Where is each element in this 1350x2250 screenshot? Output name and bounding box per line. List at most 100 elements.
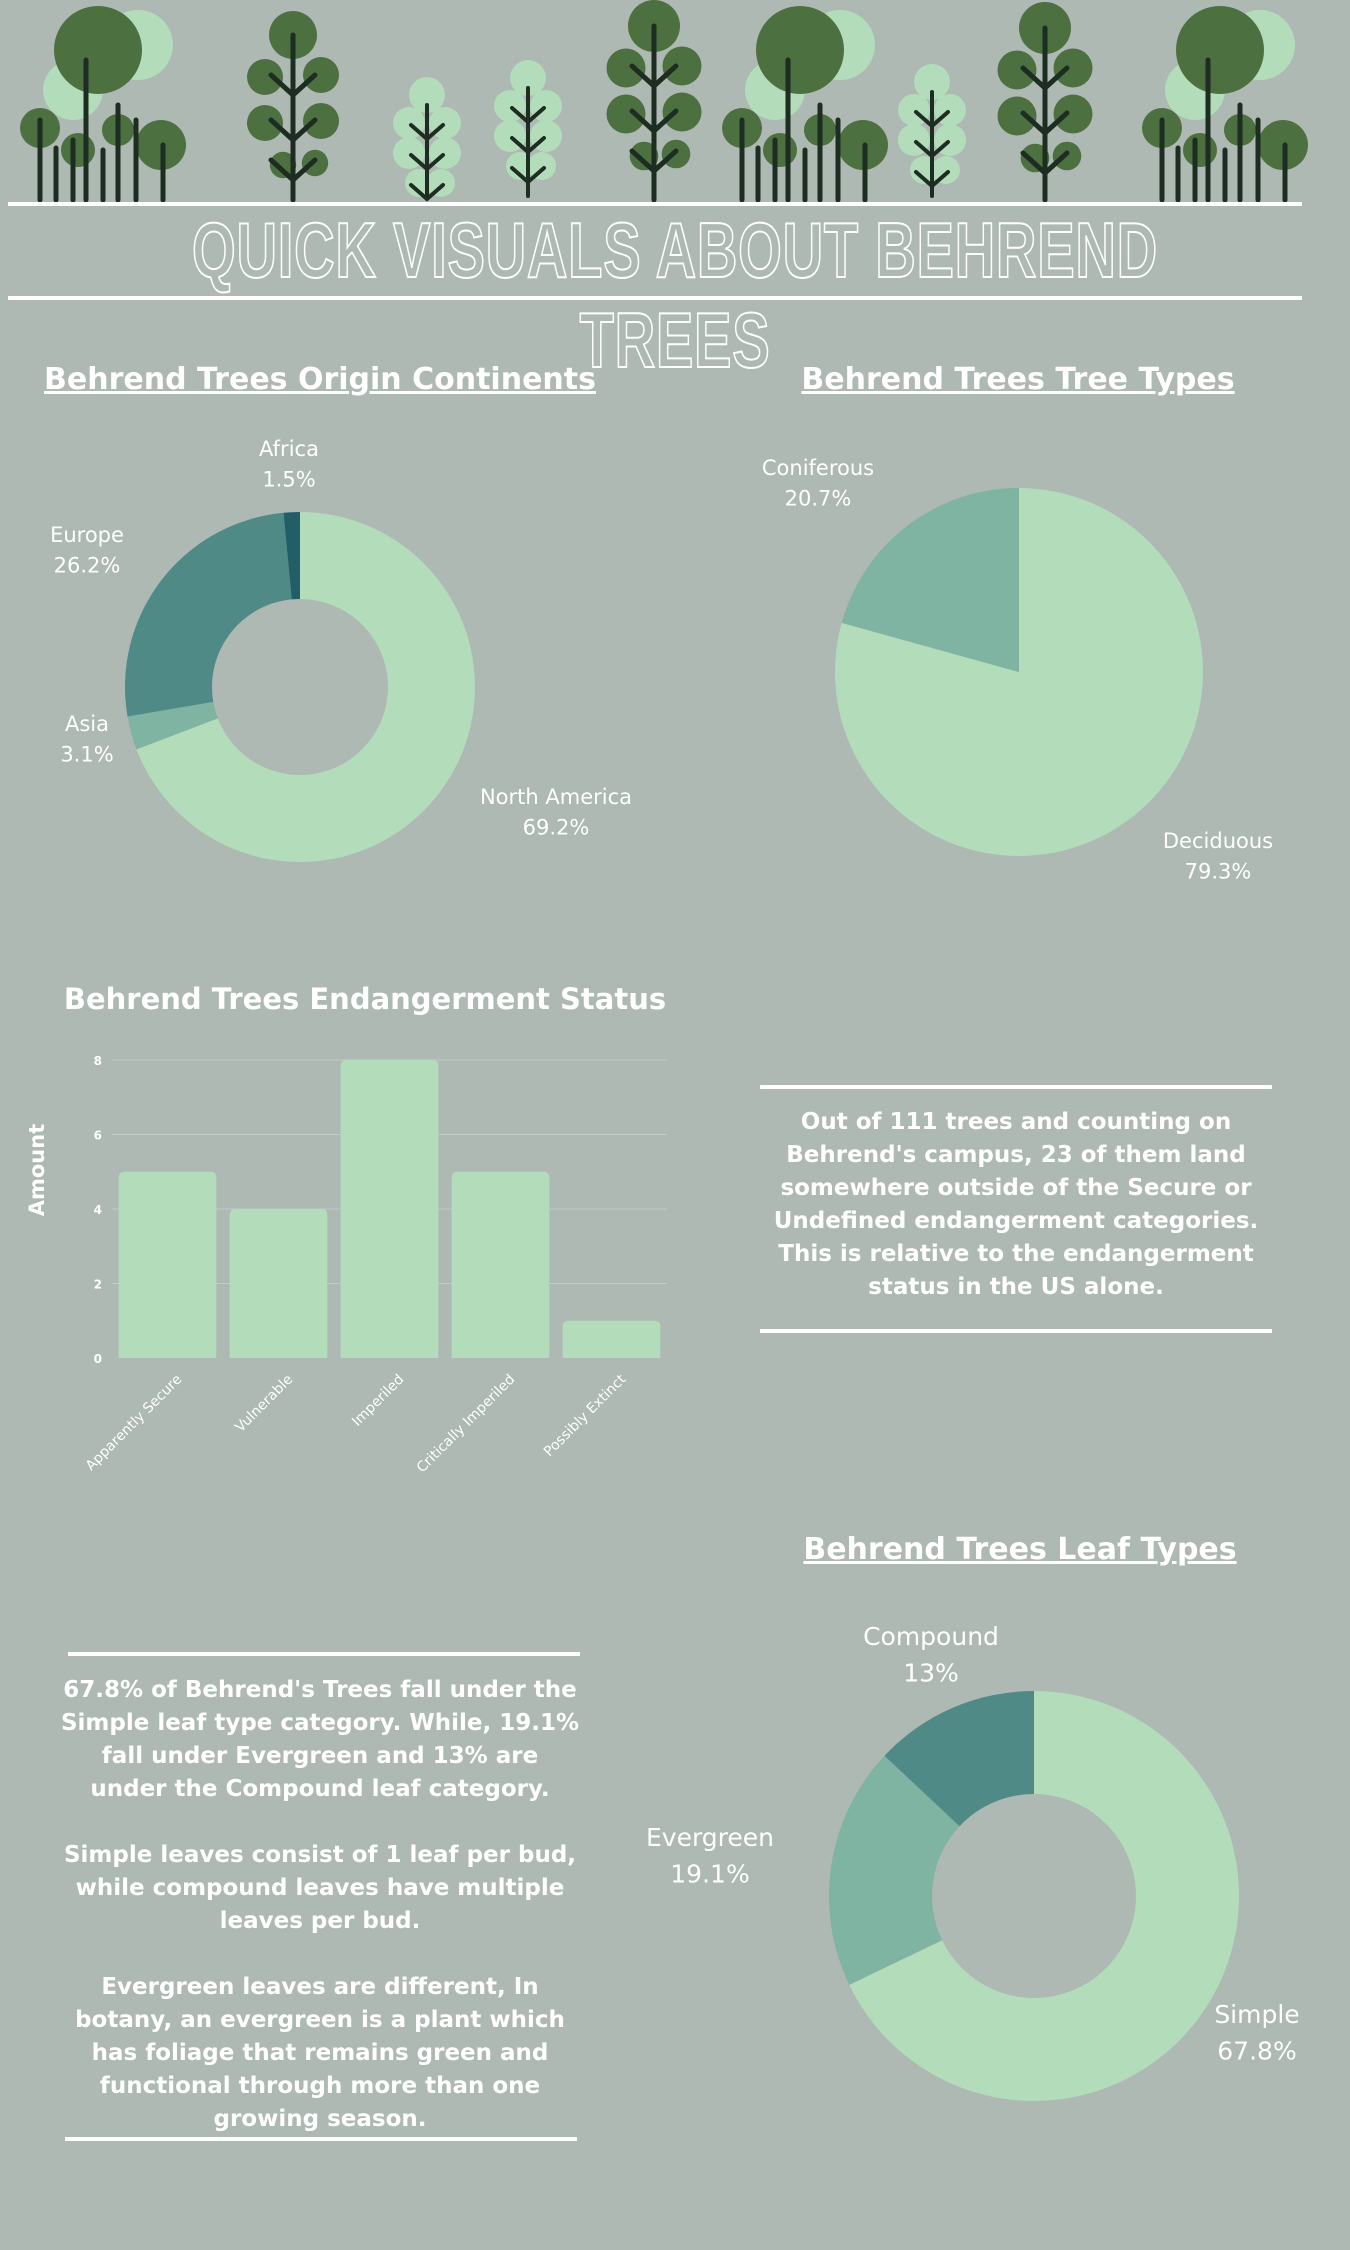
- tree-canopy: [662, 92, 702, 132]
- tree-trunk: [651, 108, 679, 134]
- leaf-note-1: 67.8% of Behrend's Trees fall under the …: [60, 1677, 580, 1802]
- x-tick-label-apparently-secure: Apparently Secure: [83, 1372, 186, 1475]
- tree-trunk: [914, 110, 934, 128]
- tree-canopy: [629, 141, 659, 171]
- tree-canopy: [510, 60, 546, 96]
- x-tick-label-critically-imperiled: Critically Imperiled: [414, 1372, 519, 1477]
- slice-value-asia: 3.1%: [60, 742, 113, 766]
- pie-slice-simple: [849, 1691, 1239, 2101]
- note-top-rule: [760, 1085, 1272, 1089]
- tree-trunk: [1042, 150, 1070, 176]
- tree-trunk: [526, 136, 546, 154]
- pie-slice-africa: [283, 512, 300, 600]
- y-axis-label: Amount: [25, 1124, 49, 1217]
- tree-trunk: [290, 157, 318, 183]
- tree-canopy: [763, 133, 797, 167]
- y-tick-label: 6: [94, 1129, 102, 1143]
- tree-trunk: [290, 72, 318, 98]
- tree-trunk: [425, 123, 445, 141]
- pie-slice-europe: [124, 512, 292, 717]
- tree-canopy: [1053, 48, 1093, 88]
- tree-canopy: [1183, 133, 1217, 167]
- tree-trunk: [651, 148, 679, 174]
- tree-canopy: [409, 77, 445, 113]
- slice-label-evergreen: Evergreen: [646, 1823, 774, 1852]
- tree-canopy: [932, 156, 960, 184]
- slice-label-deciduous: Deciduous: [1163, 829, 1273, 853]
- bar-critically-imperiled: [451, 1171, 550, 1358]
- slice-value-europe: 26.2%: [54, 553, 121, 577]
- y-tick-label: 4: [94, 1203, 102, 1217]
- tree-trunk: [930, 170, 950, 188]
- endangerment-chart-title: Behrend Trees Endangerment Status: [63, 982, 667, 1016]
- y-tick-label: 8: [94, 1054, 102, 1068]
- tree-canopy: [914, 64, 950, 100]
- origin-continents-donut-chart: North America 69.2% Asia 3.1% Europe 26.2% Afr…: [50, 437, 632, 862]
- bar-vulnerable: [229, 1209, 328, 1358]
- tree-trunk: [629, 108, 657, 134]
- title-bottom-rule: [8, 296, 1302, 300]
- tree-canopy: [606, 94, 646, 134]
- tree-canopy: [303, 57, 339, 93]
- tree-canopy: [1053, 94, 1093, 134]
- endangerment-note: Out of 111 trees and counting on Behrend…: [773, 1109, 1259, 1300]
- slice-value-deciduous: 79.3%: [1185, 859, 1252, 883]
- tree-trunk: [629, 63, 657, 89]
- tree-trunk: [1020, 110, 1048, 136]
- bar-possibly-extinct: [562, 1320, 661, 1358]
- tree-header-illustration: [20, 0, 1308, 203]
- tree-trunk: [409, 153, 429, 171]
- tree-canopy: [1020, 143, 1050, 173]
- leaf-notes: 67.8% of Behrend's Trees fall under the …: [60, 1674, 580, 2136]
- tree-trunk: [930, 140, 950, 158]
- tree-trunk: [268, 72, 296, 98]
- leaf-types-donut-chart: Simple 67.8% Evergreen 19.1% Compound 13%: [646, 1622, 1300, 2101]
- tree-canopy: [247, 105, 283, 141]
- tree-trunk: [629, 148, 657, 174]
- bar-imperiled: [340, 1060, 439, 1358]
- tree-trunk: [510, 166, 530, 184]
- tree-trunk: [510, 106, 530, 124]
- leaf-note-2: Simple leaves consist of 1 leaf per bud,…: [63, 1842, 577, 1934]
- bar-apparently-secure: [118, 1171, 217, 1358]
- slice-label-africa: Africa: [259, 437, 319, 461]
- tree-canopy: [61, 133, 95, 167]
- origin-chart-title: Behrend Trees Origin Continents: [44, 362, 596, 397]
- tree-trunk: [1020, 150, 1048, 176]
- pie-slice-north-america: [136, 512, 475, 862]
- tree-canopy: [997, 50, 1037, 90]
- leaf-note-top-rule: [68, 1652, 580, 1656]
- y-tick-label: 0: [94, 1352, 102, 1366]
- tree-canopy: [269, 151, 297, 179]
- leaf-chart-title: Behrend Trees Leaf Types: [803, 1532, 1237, 1567]
- tree-trunk: [651, 63, 679, 89]
- pie-slice-evergreen: [829, 1755, 960, 1985]
- tree-trunk: [290, 117, 318, 143]
- tree-canopy: [1176, 6, 1264, 94]
- slice-label-coniferous: Coniferous: [762, 456, 874, 480]
- tree-trunk: [409, 183, 429, 201]
- x-tick-label-possibly-extinct: Possibly Extinct: [541, 1371, 630, 1460]
- tree-trunk: [526, 166, 546, 184]
- pie-slice-coniferous: [841, 488, 1019, 672]
- slice-label-compound: Compound: [863, 1622, 999, 1651]
- pie-slice-compound: [884, 1691, 1034, 1827]
- tree-trunk: [268, 157, 296, 183]
- tree-canopy: [756, 6, 844, 94]
- tree-canopy: [606, 48, 646, 88]
- tree-canopy: [303, 103, 339, 139]
- slice-label-asia: Asia: [65, 712, 109, 736]
- title-top-rule: [8, 202, 1302, 206]
- tree-types-pie-chart: Deciduous 79.3% Coniferous 20.7%: [762, 456, 1273, 883]
- tree-trunk: [510, 136, 530, 154]
- tree-canopy: [54, 6, 142, 94]
- slice-value-simple: 67.8%: [1217, 2036, 1296, 2065]
- page-title-banner: QUICK VISUALS ABOUT BEHREND TREES: [0, 205, 1350, 385]
- tree-trunk: [526, 106, 546, 124]
- tree-trunk: [268, 117, 296, 143]
- slice-label-europe: Europe: [50, 523, 124, 547]
- slice-value-north-america: 69.2%: [523, 815, 590, 839]
- slice-value-compound: 13%: [903, 1658, 959, 1687]
- tree-canopy: [528, 152, 556, 180]
